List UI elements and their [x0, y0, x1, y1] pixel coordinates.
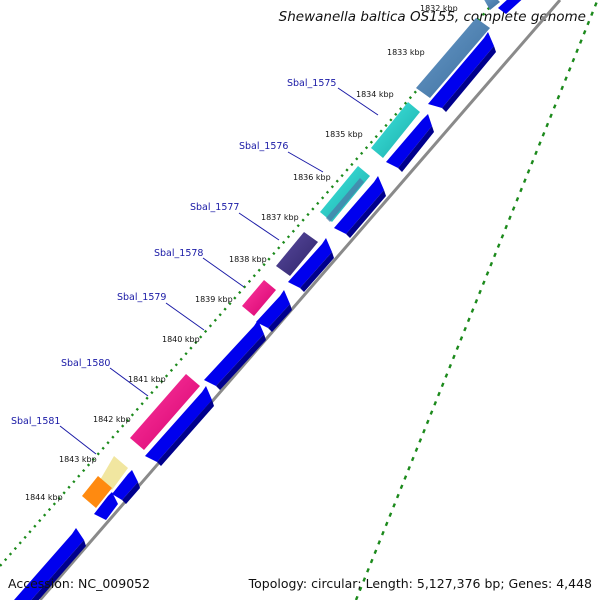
gene-label[interactable]: Sbal_1577 — [190, 202, 239, 213]
gene-leader — [59, 425, 97, 455]
gene-leader — [109, 367, 149, 397]
gene-leader — [238, 212, 280, 241]
cds-arrow — [334, 176, 384, 234]
cds-arrow-shade — [268, 304, 292, 332]
kbp-tick: 1833 kbp — [387, 48, 425, 57]
kbp-tick: 1836 kbp — [293, 173, 331, 182]
kbp-tick: 1832 kbp — [420, 4, 458, 13]
kbp-tick: 1844 kbp — [25, 493, 63, 502]
cds-arrow — [14, 528, 84, 600]
kbp-tick: 1838 kbp — [229, 255, 267, 264]
cds-arrow-shade — [122, 482, 140, 504]
feature-sbal-1579-pink — [242, 280, 276, 316]
gene-leader — [165, 302, 205, 331]
cds-arrow-shade — [442, 46, 496, 112]
kbp-tick: 1840 kbp — [162, 335, 200, 344]
cds-arrow-shade — [31, 540, 86, 600]
kbp-tick: 1837 kbp — [261, 213, 299, 222]
kbp-tick: 1841 kbp — [128, 375, 166, 384]
kbp-tick: 1834 kbp — [356, 90, 394, 99]
feature-sbal-1580-pink — [130, 374, 200, 450]
feature-steel — [326, 178, 364, 222]
cds-arrow — [145, 386, 212, 462]
gene-label[interactable]: Sbal_1575 — [287, 78, 336, 89]
feature-sbal-1575 — [416, 18, 490, 98]
gene-label[interactable]: Sbal_1578 — [154, 248, 203, 259]
feature-sbal-1578-purple — [276, 232, 318, 276]
kbp-tick: 1842 kbp — [93, 415, 131, 424]
feature-sbal-1576 — [371, 102, 420, 158]
gene-label[interactable]: Sbal_1576 — [239, 141, 288, 152]
kbp-tick: 1835 kbp — [325, 130, 363, 139]
cds-arrow — [94, 492, 118, 520]
cds-arrow — [256, 290, 290, 328]
cds-arrow — [428, 32, 494, 108]
cds-arrow-shade — [300, 252, 334, 292]
cds-arrow — [484, 0, 500, 10]
gene-label[interactable]: Sbal_1579 — [117, 292, 166, 303]
feature-sbal-1577 — [320, 166, 370, 222]
gene-label[interactable]: Sbal_1581 — [11, 416, 60, 427]
gene-leader — [202, 257, 245, 288]
feature-sbal-1581-yellow — [100, 456, 128, 490]
map-title: Shewanella baltica OS155, complete genom… — [278, 9, 586, 25]
gene-label[interactable]: Sbal_1580 — [61, 358, 110, 369]
cds-arrow — [288, 238, 332, 288]
genome-summary-text: Topology: circular; Length: 5,127,376 bp… — [248, 576, 592, 591]
cds-arrow — [386, 114, 432, 168]
kbp-tick: 1843 kbp — [59, 455, 97, 464]
gene-leader — [287, 151, 324, 173]
cds-arrow-shade — [216, 334, 266, 390]
cds-arrow-shade — [398, 126, 434, 172]
cds-arrow-shade — [346, 190, 386, 238]
cds-arrow — [498, 0, 522, 14]
cds-arrow — [204, 320, 264, 386]
cds-arrow — [112, 470, 138, 500]
gene-leader — [337, 87, 379, 116]
accession-text: Accession: NC_009052 — [8, 576, 151, 591]
cds-arrow-shade — [157, 400, 214, 466]
kbp-tick: 1839 kbp — [195, 295, 233, 304]
feature-sbal-1581-orange — [82, 476, 112, 508]
